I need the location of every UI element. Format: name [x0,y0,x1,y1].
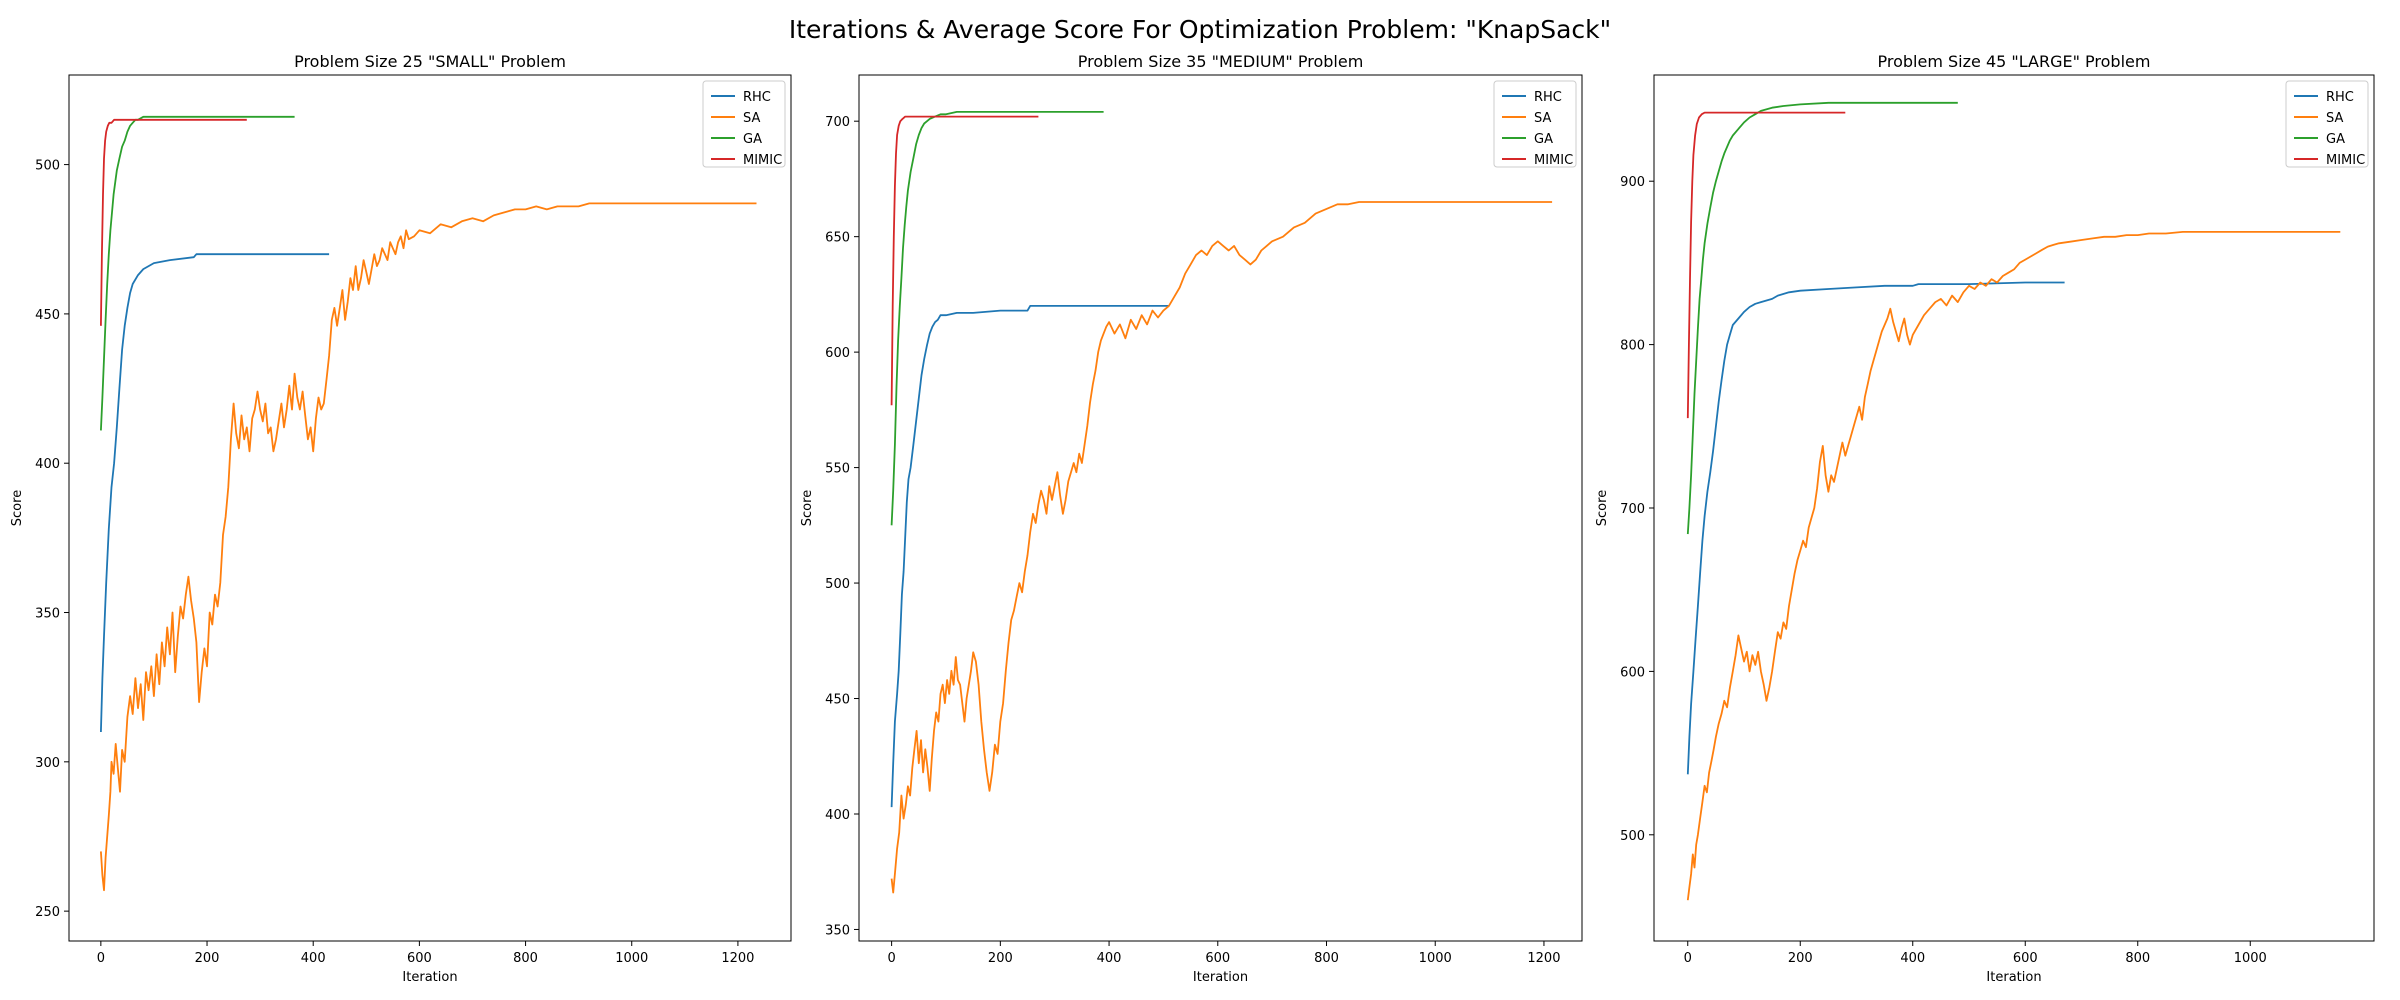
legend-label-ga: GA [743,132,762,147]
subplot-1: Problem Size 25 "SMALL" Problem 0 200 400 60… [10,52,792,985]
y-tick-label: 450 [825,693,850,708]
series-line-mimic [890,115,1039,406]
legend-box [1493,80,1577,168]
x-tick-label: 400 [1900,951,1925,966]
plot-frame [858,74,1583,942]
y-tick-label: 300 [35,756,60,771]
x-tick-label: 0 [1684,951,1692,966]
y-tick-label: 400 [825,808,850,823]
legend-label-mimic: MIMIC [743,153,782,168]
series-line-sa [100,202,757,892]
y-tick-label: 800 [1620,339,1645,354]
y-axis-label: Score [10,490,25,526]
series-group [890,111,1553,894]
y-tick-label: 600 [1620,665,1645,680]
x-tick-label: 400 [301,951,326,966]
series-line-rhc [890,304,1169,808]
series-line-sa [1686,230,2341,901]
series-line-sa [890,201,1553,894]
x-tick-label: 600 [2013,951,2038,966]
series-line-ga [1686,101,1958,535]
series-line-mimic [1686,111,1846,419]
series-line-rhc [1686,281,2065,775]
series-line-mimic [100,118,247,326]
x-tick-label: 200 [195,951,220,966]
legend-label-ga: GA [2326,132,2345,147]
legend-label-rhc: RHC [743,90,771,105]
x-axis-label: Iteration [1986,970,2041,985]
x-tick-label: 600 [407,951,432,966]
legend-label-mimic: MIMIC [1534,153,1573,168]
subplot-2: Problem Size 35 "MEDIUM" Problem 0 200 400 6… [800,52,1583,985]
legend: RHC SA GA MIMIC [702,80,786,168]
x-tick-label: 400 [1097,951,1122,966]
x-tick-label: 1200 [1527,951,1560,966]
subplot-3: Problem Size 45 "LARGE" Problem 0 200 400 60… [1595,52,2375,985]
legend-label-mimic: MIMIC [2326,153,2365,168]
x-tick-label: 0 [887,951,895,966]
x-tick-label: 800 [513,951,538,966]
x-tick-label: 1000 [2234,951,2267,966]
y-tick-label: 600 [825,346,850,361]
series-group [1686,101,2341,901]
x-tick-label: 200 [1788,951,1813,966]
x-axis-label: Iteration [402,970,457,985]
legend-label-ga: GA [1534,132,1553,147]
subplot-title: Problem Size 25 "SMALL" Problem [294,52,566,71]
y-axis-label: Score [1595,490,1610,526]
y-tick-label: 500 [1620,829,1645,844]
y-tick-label: 350 [825,923,850,938]
x-tick-label: 1000 [615,951,648,966]
y-tick-label: 700 [825,115,850,130]
x-tick-label: 600 [1205,951,1230,966]
x-axis-label: Iteration [1193,970,1248,985]
y-tick-label: 450 [35,308,60,323]
legend-box [2285,80,2369,168]
legend-label-sa: SA [2326,111,2343,126]
subplot-title: Problem Size 45 "LARGE" Problem [1878,52,2151,71]
legend-label-sa: SA [1534,111,1551,126]
plot-frame [68,74,792,942]
y-tick-label: 500 [825,577,850,592]
y-tick-label: 550 [825,462,850,477]
plot-frame [1653,74,2375,942]
legend-label-sa: SA [743,111,760,126]
x-tick-label: 1200 [721,951,754,966]
x-tick-label: 800 [2125,951,2150,966]
y-tick-label: 250 [35,905,60,920]
x-tick-label: 200 [988,951,1013,966]
legend-box [702,80,786,168]
subplot-title: Problem Size 35 "MEDIUM" Problem [1078,52,1364,71]
y-tick-label: 900 [1620,175,1645,190]
x-tick-label: 800 [1314,951,1339,966]
legend: RHC SA GA MIMIC [1493,80,1577,168]
legend-label-rhc: RHC [2326,90,2354,105]
series-line-rhc [100,253,330,733]
y-tick-label: 400 [35,457,60,472]
legend: RHC SA GA MIMIC [2285,80,2369,168]
series-line-ga [100,115,295,431]
y-tick-label: 700 [1620,502,1645,517]
series-group [100,115,757,892]
x-tick-label: 1000 [1419,951,1452,966]
y-axis-label: Score [800,490,815,526]
figure-title: Iterations & Average Score For Optimizat… [789,15,1611,44]
series-line-ga [890,111,1104,526]
x-tick-label: 0 [97,951,105,966]
y-tick-label: 650 [825,231,850,246]
legend-label-rhc: RHC [1534,90,1562,105]
y-tick-label: 500 [35,159,60,174]
y-tick-label: 350 [35,607,60,622]
